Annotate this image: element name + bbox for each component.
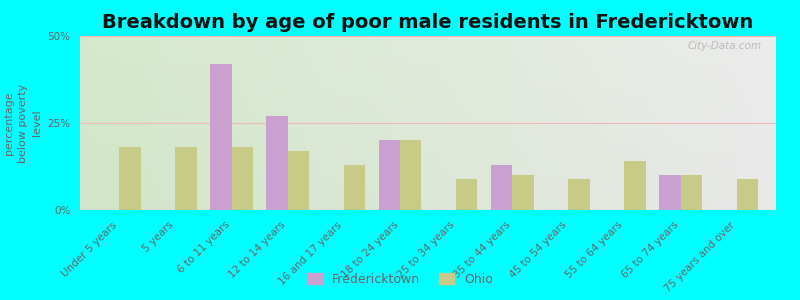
Bar: [210, 64, 231, 210]
Bar: [378, 140, 400, 210]
Bar: [659, 175, 681, 210]
Text: City-Data.com: City-Data.com: [688, 41, 762, 51]
Bar: [344, 165, 365, 210]
Bar: [288, 151, 309, 210]
Y-axis label: percentage
below poverty
level: percentage below poverty level: [3, 83, 42, 163]
Bar: [568, 179, 590, 210]
Title: Breakdown by age of poor male residents in Fredericktown: Breakdown by age of poor male residents …: [102, 13, 754, 32]
Bar: [512, 175, 534, 210]
Bar: [266, 116, 288, 210]
Bar: [231, 147, 253, 210]
Bar: [737, 179, 758, 210]
Bar: [681, 175, 702, 210]
Bar: [491, 165, 512, 210]
Bar: [625, 161, 646, 210]
Legend: Fredericktown, Ohio: Fredericktown, Ohio: [302, 268, 498, 291]
Bar: [456, 179, 478, 210]
Bar: [400, 140, 422, 210]
Bar: [119, 147, 141, 210]
Bar: [175, 147, 197, 210]
